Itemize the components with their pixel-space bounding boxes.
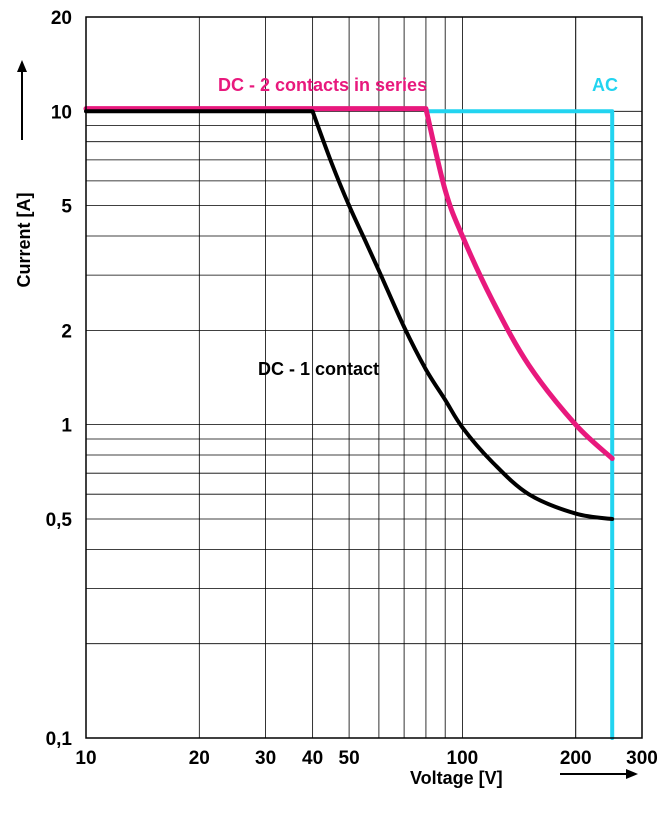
series-lines <box>83 106 615 740</box>
x-tick-label: 10 <box>75 748 96 769</box>
series-label-dc-2-contacts: DC - 2 contacts in series <box>218 75 427 95</box>
plot-frame <box>85 16 643 739</box>
series-dc-1-contact <box>84 109 615 521</box>
x-tick-label: 200 <box>560 748 592 769</box>
x-tick-label: 300 <box>626 748 658 769</box>
y-tick-label: 0,1 <box>46 729 73 750</box>
x-tick-label: 30 <box>255 748 276 769</box>
series-dc-2-contacts-in-series <box>83 106 615 461</box>
y-tick-label: 10 <box>51 102 72 123</box>
x-tick-label: 20 <box>189 748 210 769</box>
y-axis-arrow <box>17 60 27 140</box>
series-label-dc-1-contact: DC - 1 contact <box>258 359 379 379</box>
x-tick-label: 40 <box>302 748 323 769</box>
series-label-ac: AC <box>592 75 618 95</box>
x-tick-label: 50 <box>339 748 360 769</box>
series-ac <box>423 109 615 740</box>
y-tick-label: 1 <box>61 416 72 437</box>
labels: DC - 2 contacts in series AC DC - 1 cont… <box>14 60 638 788</box>
y-axis-title: Current [A] <box>14 193 34 288</box>
x-axis-title: Voltage [V] <box>410 768 503 788</box>
x-tick-label: 100 <box>447 748 479 769</box>
y-tick-label: 0,5 <box>46 510 73 531</box>
y-tick-label: 20 <box>51 8 72 29</box>
tick-labels: 10 20 30 40 50 100 200 300 0,1 0,5 1 2 5 10 20 <box>46 8 658 769</box>
x-axis-arrow <box>560 769 638 779</box>
y-tick-label: 2 <box>61 321 72 342</box>
y-tick-label: 5 <box>61 197 72 218</box>
